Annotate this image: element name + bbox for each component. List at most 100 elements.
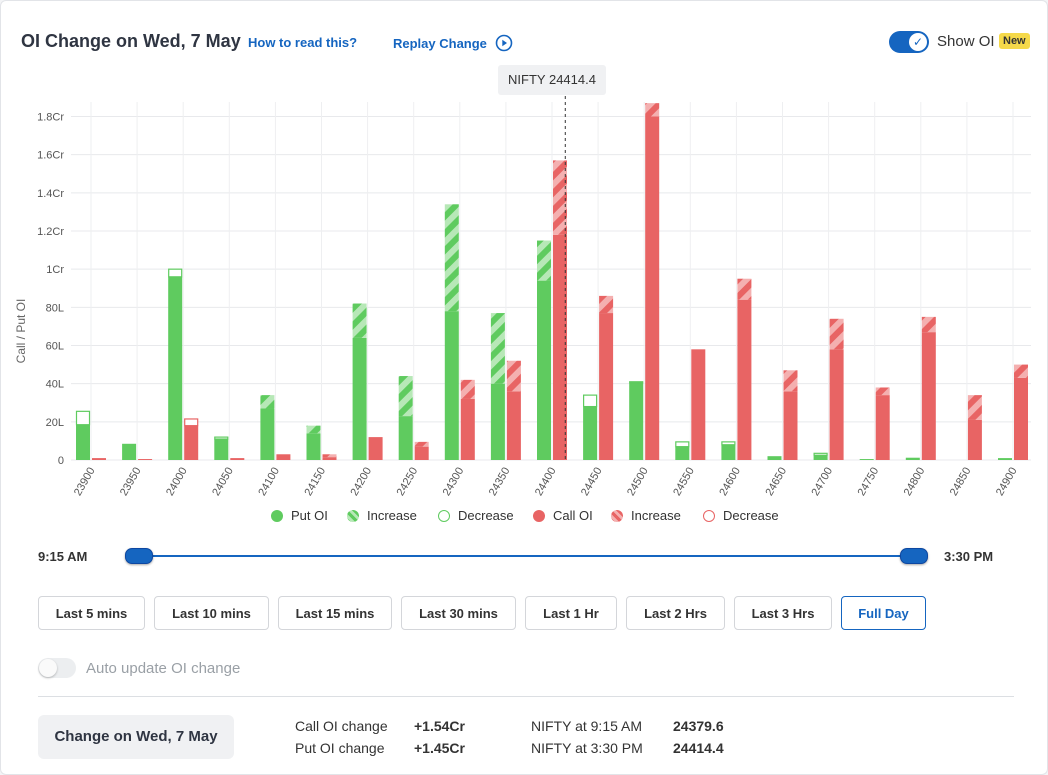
legend-call-oi: Call OI: [533, 508, 593, 523]
call-oi-bar: [92, 458, 106, 460]
call-oi-bar: [875, 395, 890, 460]
replay-change-button[interactable]: Replay Change: [393, 34, 513, 52]
x-tick-label: 24300: [441, 466, 467, 498]
range-last-3-hrs-button[interactable]: Last 3 Hrs: [734, 596, 832, 630]
put-oi-change-value: +1.45Cr: [414, 740, 465, 756]
slider-end-handle[interactable]: [900, 548, 928, 564]
range-last-15-mins-button[interactable]: Last 15 mins: [278, 596, 392, 630]
call-oi-change-label: Call OI change: [295, 718, 388, 734]
y-tick-label: 1Cr: [46, 264, 64, 276]
put-decrease-bar: [75, 410, 91, 426]
put-increase-bar: [490, 313, 505, 384]
call-oi-bar: [691, 349, 706, 460]
range-last-30-mins-button[interactable]: Last 30 mins: [401, 596, 516, 630]
call-oi-bar: [322, 457, 337, 460]
time-slider-track[interactable]: [139, 555, 913, 557]
x-tick-label: 24450: [579, 466, 605, 498]
x-tick-label: 24600: [717, 466, 743, 498]
x-tick-label: 24050: [210, 466, 236, 498]
put-oi-bar: [398, 416, 413, 460]
put-oi-bar: [352, 337, 367, 460]
call-increase-bar: [553, 160, 567, 235]
range-last-10-mins-button[interactable]: Last 10 mins: [154, 596, 269, 630]
put-decrease-bar: [813, 452, 828, 456]
y-tick-label: 1.4Cr: [37, 188, 64, 200]
put-oi-bar: [444, 311, 459, 460]
toggle-knob: [39, 659, 57, 677]
put-oi-bar: [76, 424, 90, 460]
replay-change-label: Replay Change: [393, 36, 487, 51]
put-oi-bar: [905, 457, 920, 460]
x-tick-label: 24850: [948, 466, 974, 498]
auto-update-label: Auto update OI change: [86, 660, 241, 677]
nifty-start-value: 24379.6: [673, 718, 724, 734]
call-decrease-bar: [184, 418, 199, 427]
nifty-start-label: NIFTY at 9:15 AM: [531, 718, 643, 734]
put-oi-bar: [675, 446, 690, 460]
range-last-1-hr-button[interactable]: Last 1 Hr: [525, 596, 617, 630]
legend-swatch: [438, 510, 450, 522]
nifty-end-label: NIFTY at 3:30 PM: [531, 740, 643, 756]
put-oi-bar: [168, 276, 183, 460]
put-decrease-bar: [168, 268, 183, 278]
range-last-5-mins-button[interactable]: Last 5 mins: [38, 596, 145, 630]
call-oi-bar: [553, 234, 567, 460]
put-oi-bar: [859, 459, 874, 460]
y-tick-label: 20L: [46, 417, 64, 429]
x-tick-label: 24800: [902, 466, 928, 498]
put-oi-bar: [721, 444, 736, 460]
spot-price-label: NIFTY 24414.4: [498, 65, 606, 95]
show-oi-toggle[interactable]: ✓: [889, 31, 929, 53]
x-tick-label: 24400: [533, 466, 559, 498]
call-oi-bar: [506, 391, 521, 460]
legend-swatch: [347, 510, 359, 522]
put-oi-bar: [214, 439, 229, 460]
nifty-end-value: 24414.4: [673, 740, 724, 756]
legend-put-oi: Put OI: [271, 508, 328, 523]
put-increase-bar: [352, 303, 367, 338]
call-oi-bar: [460, 398, 475, 460]
legend-label: Increase: [367, 508, 417, 523]
show-oi-label: Show OI: [937, 33, 995, 50]
legend-label: Decrease: [723, 508, 779, 523]
legend-label: Decrease: [458, 508, 514, 523]
call-increase-bar: [645, 103, 660, 117]
slider-start-handle[interactable]: [125, 548, 153, 564]
put-oi-bar: [813, 455, 828, 460]
put-decrease-bar: [214, 436, 229, 440]
call-oi-bar: [276, 454, 291, 460]
range-full-day-button[interactable]: Full Day: [841, 596, 926, 630]
change-on-date-button[interactable]: Change on Wed, 7 May: [38, 715, 234, 759]
y-axis-label: Call / Put OI: [14, 299, 28, 364]
y-tick-label: 40L: [46, 379, 64, 391]
legend-call-decrease: Decrease: [703, 508, 779, 523]
auto-update-toggle[interactable]: [38, 658, 76, 678]
new-badge: New: [999, 33, 1030, 49]
divider: [38, 696, 1014, 697]
slider-start-label: 9:15 AM: [38, 549, 88, 564]
y-tick-label: 1.8Cr: [37, 112, 64, 124]
call-increase-bar: [506, 360, 521, 392]
x-tick-label: 24700: [810, 466, 836, 498]
call-increase-bar: [414, 441, 429, 447]
put-oi-bar: [583, 406, 598, 460]
call-oi-bar: [368, 437, 383, 460]
x-tick-label: 24250: [395, 466, 421, 498]
how-to-read-link[interactable]: How to read this?: [248, 35, 358, 50]
legend-label: Put OI: [291, 508, 328, 523]
call-increase-bar: [783, 370, 798, 392]
legend-put-increase: Increase: [347, 508, 417, 523]
legend-label: Increase: [631, 508, 681, 523]
legend-swatch: [703, 510, 715, 522]
page-title: OI Change on Wed, 7 May: [21, 31, 241, 51]
range-last-2-hrs-button[interactable]: Last 2 Hrs: [626, 596, 725, 630]
put-increase-bar: [260, 395, 275, 409]
check-icon: ✓: [909, 33, 927, 51]
call-increase-bar: [460, 379, 475, 399]
legend-call-increase: Increase: [611, 508, 681, 523]
y-tick-label: 1.2Cr: [37, 226, 64, 238]
x-tick-label: 23900: [72, 466, 98, 498]
play-circle-icon: [495, 34, 512, 52]
oi-bar-chart: 0 20L 40L 60L 80L 1Cr 1.2Cr 1.4Cr 1.6Cr 1.8Cr Call…: [14, 96, 1031, 498]
